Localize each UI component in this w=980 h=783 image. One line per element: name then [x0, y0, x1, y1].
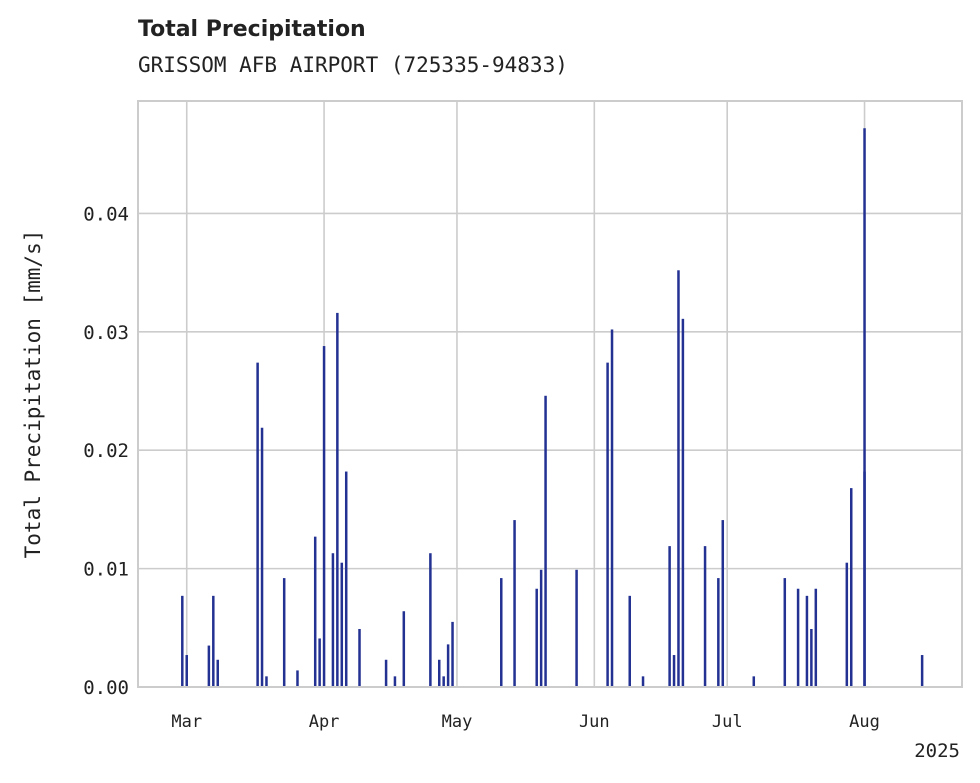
precipitation-bar [628, 595, 631, 687]
precipitation-bar [849, 488, 853, 687]
precipitation-bar [721, 520, 725, 687]
precipitation-bar [544, 395, 547, 687]
precipitation-bar [783, 578, 787, 687]
precipitation-bar [216, 659, 219, 687]
precipitation-bar [260, 427, 264, 687]
precipitation-bars [181, 128, 924, 688]
x-axis-ticks: Mar Apr May Jun Jul Aug [171, 712, 880, 732]
precipitation-bar [677, 270, 680, 687]
precipitation-bar [402, 611, 406, 687]
precipitation-bar [358, 628, 361, 687]
precipitation-bar [384, 659, 388, 687]
x-axis-year-label: 2025 [914, 740, 960, 762]
precipitation-bar [717, 578, 720, 687]
precipitation-bar [282, 578, 286, 687]
precipitation-bar [805, 595, 809, 687]
y-tick-label: 0.02 [83, 440, 129, 462]
precipitation-bar [810, 628, 813, 687]
chart-subtitle: GRISSOM AFB AIRPORT (725335-94833) [138, 53, 568, 77]
y-tick-label: 0.04 [83, 203, 129, 225]
precipitation-bar [451, 621, 454, 687]
precipitation-bar [539, 569, 543, 687]
precipitation-bar [668, 546, 671, 687]
precipitation-bar [641, 676, 645, 687]
precipitation-bar [863, 128, 866, 688]
x-tick-label: May [442, 712, 473, 732]
x-tick-label: Aug [849, 712, 880, 732]
precipitation-bar [442, 676, 445, 687]
y-axis-ticks: 0.00 0.01 0.02 0.03 0.04 [83, 203, 129, 699]
plot-frame [137, 100, 963, 688]
precipitation-bar [796, 588, 800, 687]
precipitation-bar [703, 546, 707, 687]
x-tick-label: Jun [579, 712, 610, 732]
precipitation-bar [610, 329, 614, 687]
precipitation-bar [500, 578, 503, 687]
precipitation-bar [672, 655, 676, 687]
precipitation-bar [185, 655, 188, 687]
y-tick-label: 0.01 [83, 559, 129, 581]
precipitation-bar [212, 595, 215, 687]
precipitation-bar [513, 520, 516, 687]
y-tick-label: 0.03 [83, 322, 129, 344]
y-axis-label: Total Precipitation [mm/s] [21, 230, 45, 559]
precipitation-bar [340, 562, 344, 687]
precipitation-bar [920, 655, 924, 687]
precipitation-bar [318, 638, 321, 687]
x-tick-label: Jul [712, 712, 743, 732]
chart-title: Total Precipitation [138, 17, 366, 42]
precipitation-bar [256, 362, 259, 687]
precipitation-bar [814, 588, 818, 687]
x-tick-label: Apr [309, 712, 340, 732]
precipitation-bar [265, 676, 268, 687]
precipitation-bar [313, 536, 317, 687]
precipitation-bar [535, 588, 538, 687]
x-tick-label: Mar [171, 712, 202, 732]
precipitation-bar [681, 318, 685, 687]
precipitation-bar [575, 569, 578, 687]
precipitation-bar [446, 644, 450, 687]
precipitation-bar [331, 553, 335, 687]
precipitation-bar [296, 670, 299, 687]
precipitation-bar [752, 676, 756, 687]
precipitation-bar [437, 659, 441, 687]
precipitation-bar [181, 595, 184, 687]
y-tick-label: 0.00 [83, 677, 129, 699]
precipitation-bar [322, 346, 326, 687]
precipitation-bar [207, 645, 211, 687]
precipitation-bar [606, 362, 609, 687]
precipitation-bar [393, 676, 397, 687]
precipitation-bar [336, 312, 339, 687]
precipitation-bar [429, 553, 432, 687]
precipitation-bar [344, 471, 348, 687]
precipitation-bar [845, 562, 849, 687]
